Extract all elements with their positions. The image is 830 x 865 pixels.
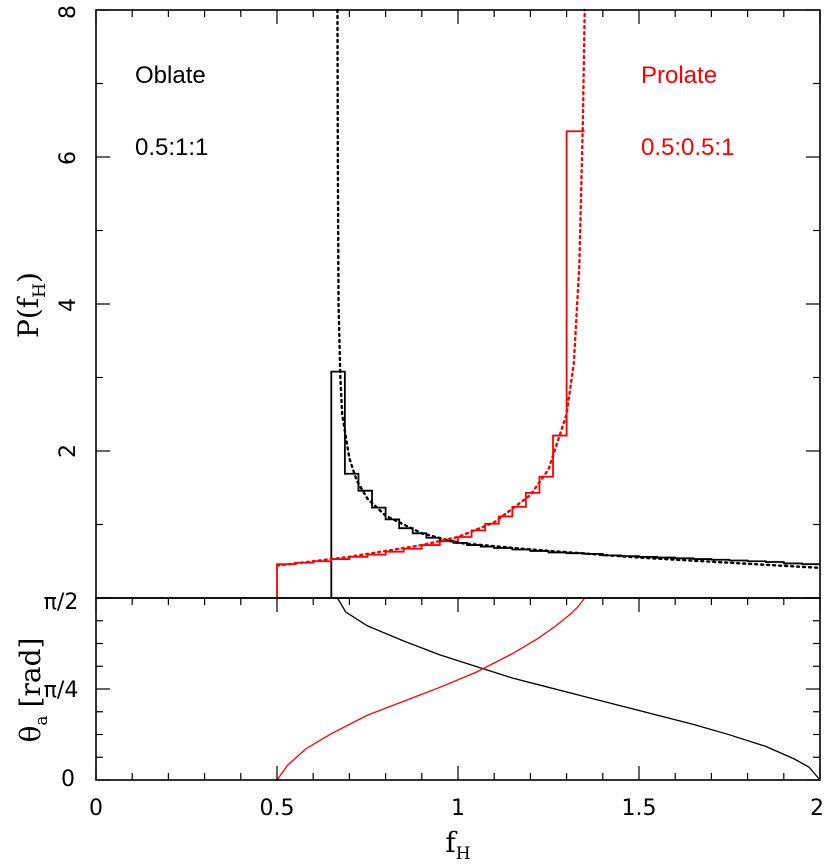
y-axis-title-top-sub: H xyxy=(30,283,50,298)
bottom-panel-frame xyxy=(95,597,821,781)
y-tick-label-0: 0 xyxy=(61,767,75,792)
y-tick-label-2: 2 xyxy=(56,444,81,458)
top-panel: Oblate 0.5:1:1 Prolate 0.5:0.5:1 2 4 6 8… xyxy=(12,5,822,599)
y-axis-title-bottom-main: θ xyxy=(14,726,47,743)
prolate-histogram-line xyxy=(276,130,585,598)
y-tick-label-6: 6 xyxy=(56,151,81,165)
prolate-analytic-line xyxy=(275,8,586,567)
bottom-panel-series xyxy=(276,597,821,781)
y-tick-label-4: 4 xyxy=(56,298,81,312)
top-panel-ticks xyxy=(95,9,821,599)
prolate-theta-a-line xyxy=(276,597,586,781)
oblate-theta-a-line xyxy=(336,597,821,781)
y-tick-label-pi-2: π/2 xyxy=(44,590,79,615)
bottom-panel-ticks xyxy=(95,597,821,781)
bottom-panel: 0 π/4 π/2 0 0.5 1 1.5 2 θa [rad] fH xyxy=(14,590,824,864)
x-tick-label-2: 2 xyxy=(810,796,824,821)
top-panel-frame xyxy=(95,9,821,599)
oblate-analytic-line xyxy=(336,8,822,570)
y-axis-title-top-main: P(f xyxy=(12,295,45,338)
annotation-oblate: Oblate xyxy=(135,62,206,89)
y-axis-title-bottom: θa [rad] xyxy=(14,638,52,743)
x-tick-label-0-5: 0.5 xyxy=(260,796,295,821)
y-axis-title-top-close: ) xyxy=(12,272,45,283)
top-y-tick-labels: 2 4 6 8 xyxy=(56,5,81,458)
x-tick-labels: 0 0.5 1 1.5 2 xyxy=(89,796,824,821)
x-axis-title: fH xyxy=(445,826,470,864)
x-tick-label-1-5: 1.5 xyxy=(622,796,657,821)
y-tick-label-pi-4: π/4 xyxy=(44,678,79,703)
x-axis-title-sub: H xyxy=(456,844,471,864)
annotation-oblate-ratio: 0.5:1:1 xyxy=(135,134,208,161)
x-tick-label-1: 1 xyxy=(451,796,465,821)
y-tick-label-8: 8 xyxy=(56,5,81,19)
y-axis-title-bottom-unit: [rad] xyxy=(14,638,47,708)
x-axis-title-main: f xyxy=(445,826,458,859)
x-tick-label-0: 0 xyxy=(89,796,103,821)
y-axis-title-bottom-sub: a xyxy=(32,715,52,725)
annotation-prolate-ratio: 0.5:0.5:1 xyxy=(641,134,734,161)
y-axis-title-top: P(fH) xyxy=(12,272,50,338)
oblate-histogram-line xyxy=(330,370,820,598)
bottom-y-tick-labels: 0 π/4 π/2 xyxy=(44,590,79,792)
annotation-prolate: Prolate xyxy=(641,62,717,89)
top-panel-series xyxy=(275,8,822,598)
